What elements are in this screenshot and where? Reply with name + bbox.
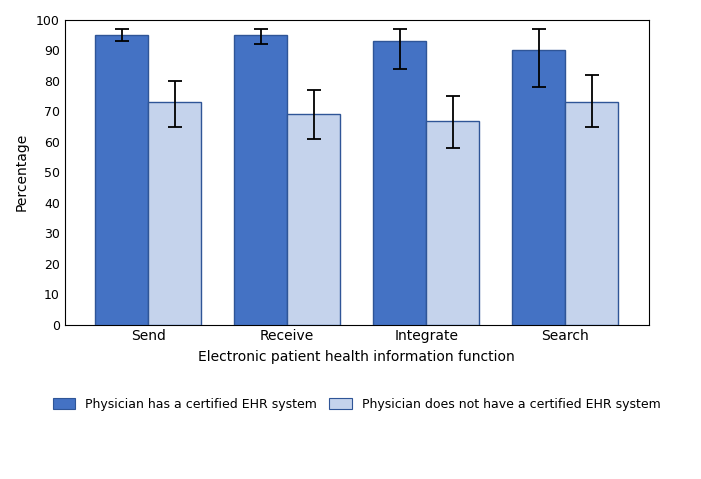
Bar <box>148 102 201 325</box>
Bar <box>95 35 148 325</box>
Y-axis label: Percentage: Percentage <box>15 133 29 211</box>
Bar <box>512 50 565 325</box>
Legend: Physician has a certified EHR system, Physician does not have a certified EHR sy: Physician has a certified EHR system, Ph… <box>48 393 666 416</box>
Bar <box>565 102 618 325</box>
Bar <box>234 35 287 325</box>
Bar <box>287 114 340 325</box>
Bar <box>374 41 426 325</box>
Bar <box>426 121 479 325</box>
X-axis label: Electronic patient health information function: Electronic patient health information fu… <box>198 351 515 365</box>
